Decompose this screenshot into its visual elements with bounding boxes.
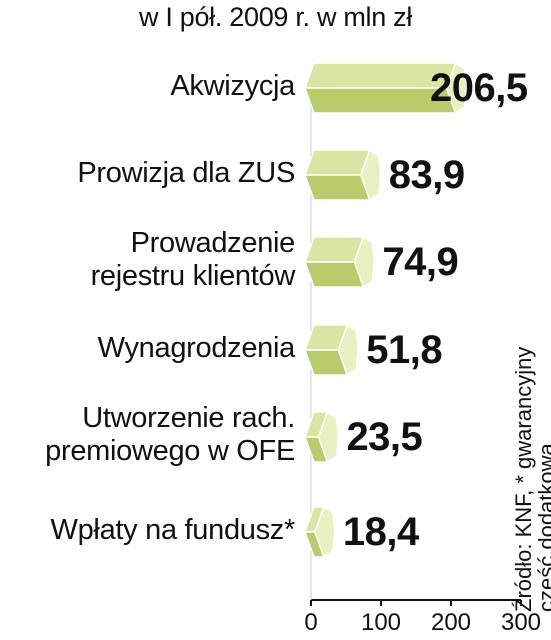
category-label-line: rejestru klientów — [90, 260, 296, 292]
bar-0 — [303, 61, 468, 115]
bar-end-face-3 — [337, 323, 360, 377]
chart-subtitle: w I pół. 2009 r. w mln zł — [138, 2, 413, 32]
x-tick-label: 0 — [304, 609, 318, 636]
bar-end-face-1 — [359, 148, 382, 202]
bar-3 — [303, 323, 360, 377]
category-label: Akwizycja — [0, 70, 295, 103]
bar-2 — [303, 235, 376, 289]
category-label-line: Utworzenie rach. — [82, 402, 295, 434]
category-label: Wynagrodzenia — [0, 331, 296, 365]
category-label-line: Akwizycja — [170, 69, 295, 102]
value-label: 51,8 — [366, 328, 443, 372]
bar-5 — [303, 505, 336, 559]
source-line-1: Źródło: KNF, * gwarancyjny — [511, 346, 536, 612]
source-note: Źródło: KNF, * gwarancyjny część dodatko… — [511, 346, 551, 612]
x-tick-label: 300 — [500, 609, 542, 636]
bar-top-face-1 — [303, 149, 371, 176]
value-label: 23,5 — [346, 415, 423, 459]
bar-end-face-2 — [353, 235, 376, 289]
category-label-line: Prowizja dla ZUS — [77, 156, 295, 189]
bar-end-face-5 — [314, 505, 336, 559]
category-label-line: Prowadzenie — [130, 227, 296, 259]
category-label-line: Wynagrodzenia — [97, 331, 296, 364]
category-label: Utworzenie rach. premiowego w OFE — [0, 402, 295, 468]
bar-4 — [303, 410, 340, 464]
x-tick-label: 100 — [360, 609, 402, 636]
bar-1 — [303, 148, 382, 202]
bar-end-face-0 — [445, 61, 468, 115]
category-label-line: Wpłaty na fundusz* — [50, 513, 296, 546]
bar-top-face-2 — [303, 236, 365, 263]
value-label: 74,9 — [382, 240, 459, 284]
bar-front-face-2 — [303, 261, 365, 288]
value-label: 83,9 — [388, 153, 465, 197]
category-label: Prowadzenie rejestru klientów — [0, 227, 296, 293]
category-label: Prowizja dla ZUS — [0, 157, 295, 190]
value-label: 206,5 — [430, 66, 528, 110]
x-tick-label: 200 — [430, 609, 472, 636]
bar-front-face-1 — [303, 174, 371, 201]
bar-end-face-4 — [317, 410, 340, 464]
source-line-2: część dodatkową — [534, 443, 551, 612]
value-label: 18,4 — [342, 510, 419, 554]
category-label-line: premiowego w OFE — [45, 435, 295, 467]
category-label: Wpłaty na fundusz* — [0, 513, 296, 547]
